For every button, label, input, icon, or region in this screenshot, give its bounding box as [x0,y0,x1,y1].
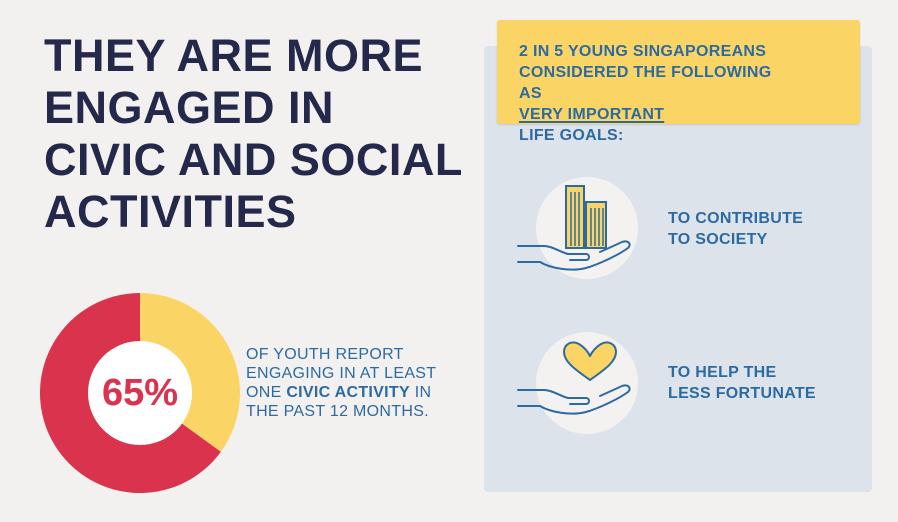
goal-line: LESS FORTUNATE [668,385,816,402]
stat-description: OF YOUTH REPORT ENGAGING IN AT LEAST ONE… [246,345,456,421]
goal-label-contribute: TO CONTRIBUTE TO SOCIETY [668,208,803,250]
banner-suffix: LIFE GOALS: [519,127,624,144]
stat-line: THE PAST 12 MONTHS. [246,403,429,420]
stat-line: ONE CIVIC ACTIVITY IN [246,383,456,402]
percentage-donut-chart: 65% [40,293,240,493]
goal-label-help: TO HELP THE LESS FORTUNATE [668,362,816,404]
very-important-emphasis: VERY IMPORTANT [519,106,665,123]
donut-hole [88,341,192,445]
life-goals-banner: 2 IN 5 YOUNG SINGAPOREANS CONSIDERED THE… [497,20,860,144]
goal-line: TO CONTRIBUTE [668,210,804,227]
donut-svg [40,293,240,493]
banner-line: AS VERY IMPORTANT LIFE GOALS: [519,83,849,146]
headline-line: ACTIVITIES [44,186,297,237]
goal-line: TO SOCIETY [668,231,768,248]
headline-line: THEY ARE MORE [44,30,424,81]
banner-text: 2 IN 5 YOUNG SINGAPOREANS CONSIDERED THE… [519,41,849,146]
banner-line: 2 IN 5 YOUNG SINGAPOREANS [519,43,767,60]
donut-segment-remainder [140,293,240,452]
banner-prefix: AS [519,85,542,102]
stat-line-prefix: ONE [246,384,287,401]
stat-line: OF YOUTH REPORT [246,346,404,363]
headline-line: ENGAGED IN [44,82,335,133]
hand-holding-heart-icon [517,341,631,415]
headline: THEY ARE MORE ENGAGED IN CIVIC AND SOCIA… [44,30,484,238]
percentage-label: 65% [101,371,179,414]
goal-icon-circle [536,332,638,434]
civic-activity-emphasis: CIVIC ACTIVITY [286,384,410,401]
goal-line: TO HELP THE [668,364,777,381]
stat-line: ENGAGING IN AT LEAST [246,365,437,382]
banner-line: CONSIDERED THE FOLLOWING [519,64,772,81]
headline-line: CIVIC AND SOCIAL [44,134,463,185]
stat-line-suffix: IN [409,384,432,401]
hand-holding-buildings-icon [517,185,631,271]
